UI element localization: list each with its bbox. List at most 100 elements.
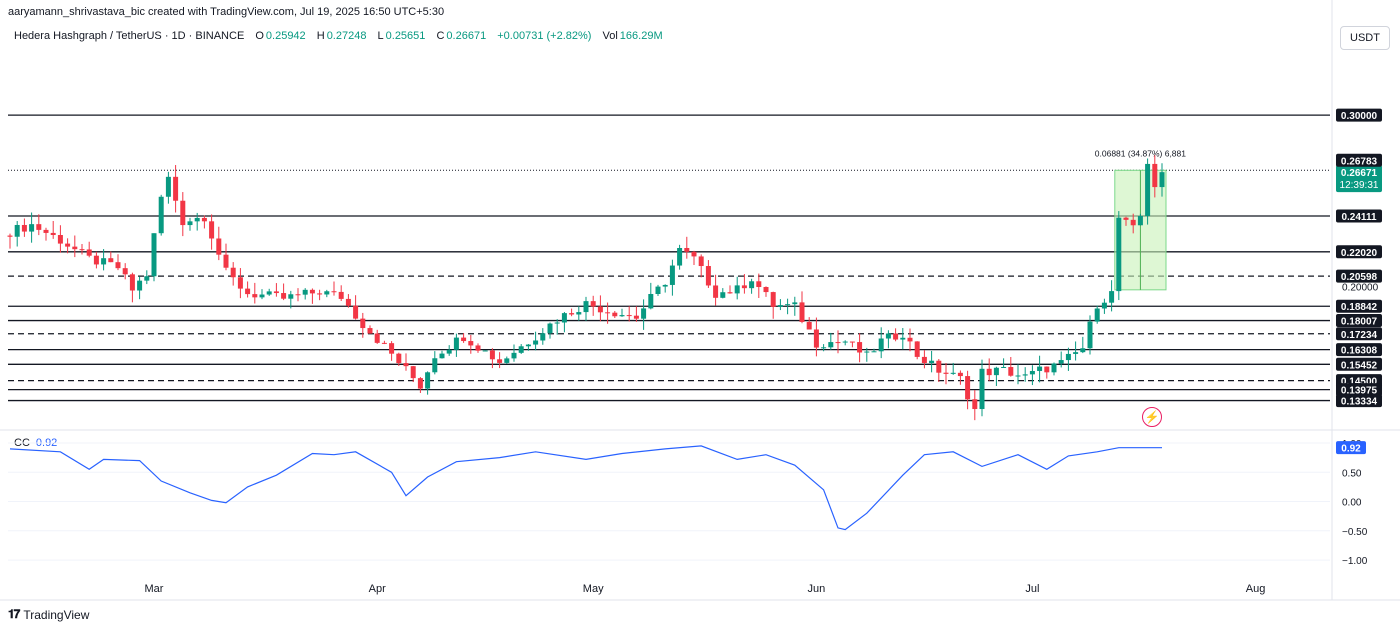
candle-body bbox=[907, 337, 913, 342]
time-tick-jun: Jun bbox=[808, 583, 826, 595]
candle-body bbox=[511, 352, 517, 359]
volume-value: 166.29M bbox=[619, 30, 663, 42]
level-label-7-bg bbox=[1336, 343, 1382, 357]
level-label-8-bg bbox=[1336, 357, 1382, 371]
candle-body bbox=[1123, 217, 1129, 220]
candle-body bbox=[43, 229, 49, 233]
axis-label-top-bg bbox=[1336, 153, 1382, 167]
candle-body bbox=[137, 280, 143, 291]
candle-body bbox=[324, 291, 330, 295]
candle-body bbox=[929, 360, 935, 364]
level-label-10-bg bbox=[1336, 383, 1382, 397]
candle-body bbox=[165, 176, 171, 197]
candle-body bbox=[65, 243, 71, 247]
candle-body bbox=[662, 284, 668, 287]
grid-layer bbox=[0, 0, 1400, 601]
high-label: H bbox=[316, 30, 325, 42]
candle-body bbox=[187, 221, 193, 226]
brand-name: TradingView bbox=[23, 607, 90, 622]
low-label: L bbox=[377, 30, 384, 42]
candle-body bbox=[633, 315, 639, 319]
candle-body bbox=[245, 288, 251, 295]
level-label-11: 0.13334 bbox=[1341, 397, 1378, 408]
indicator-name: CC bbox=[14, 437, 30, 449]
candle-body bbox=[878, 338, 884, 352]
cc-tick-4: 1.00 bbox=[1342, 439, 1362, 450]
level-label-0: 0.30000 bbox=[1341, 111, 1378, 122]
cc-tick-3: 0.50 bbox=[1342, 468, 1362, 479]
candle-body bbox=[1037, 366, 1043, 371]
tradingview-brand[interactable]: 𝟏𝟕 TradingView bbox=[8, 607, 89, 622]
candle-body bbox=[1116, 217, 1122, 292]
candle-body bbox=[86, 249, 92, 256]
candle-body bbox=[396, 353, 402, 364]
symbol-name: Hedera Hashgraph / TetherUS · 1D · BINAN… bbox=[14, 30, 245, 42]
candle-body bbox=[72, 246, 78, 250]
countdown-label: 12:39:31 bbox=[1340, 180, 1379, 191]
candle-body bbox=[1145, 163, 1151, 216]
candle-body bbox=[1058, 360, 1064, 364]
candle-body bbox=[461, 337, 467, 342]
cc-tick-2: 0.00 bbox=[1342, 498, 1362, 509]
candle-body bbox=[331, 291, 337, 293]
time-tick-apr: Apr bbox=[369, 583, 386, 595]
candle-body bbox=[129, 274, 135, 291]
candle-body bbox=[727, 292, 733, 294]
cc-last-value: 0.92 bbox=[1341, 444, 1361, 455]
candle-body bbox=[1137, 215, 1143, 226]
candle-body bbox=[957, 372, 963, 377]
candle-body bbox=[108, 258, 114, 263]
candle-body bbox=[439, 353, 445, 359]
candle-body bbox=[468, 341, 474, 346]
candle-body bbox=[295, 294, 301, 296]
candle-body bbox=[655, 286, 661, 294]
currency-button[interactable]: USDT bbox=[1340, 26, 1390, 50]
candle-body bbox=[965, 376, 971, 400]
candle-body bbox=[561, 313, 567, 323]
candle-body bbox=[1130, 219, 1136, 226]
cc-last-value-bg bbox=[1336, 441, 1366, 455]
candle-body bbox=[1109, 291, 1115, 303]
tradingview-logo-icon: 𝟏𝟕 bbox=[8, 607, 20, 621]
change-value: +0.00731 (+2.82%) bbox=[497, 30, 592, 42]
candle-body bbox=[770, 292, 776, 307]
candle-body bbox=[230, 267, 236, 278]
candle-body bbox=[223, 254, 229, 268]
symbol-legend[interactable]: Hedera Hashgraph / TetherUS · 1D · BINAN… bbox=[14, 30, 665, 42]
candle-body bbox=[432, 358, 438, 373]
candle-body bbox=[641, 308, 647, 319]
cc-pane bbox=[8, 442, 1330, 561]
candle-body bbox=[900, 337, 906, 340]
candle-body bbox=[317, 293, 323, 295]
candle-body bbox=[353, 305, 359, 319]
candle-body bbox=[576, 312, 582, 315]
candle-body bbox=[777, 305, 783, 307]
candle-body bbox=[547, 323, 553, 334]
low-value: 0.25651 bbox=[385, 30, 426, 42]
close-value: 0.26671 bbox=[446, 30, 487, 42]
candle-body bbox=[417, 378, 423, 389]
candle-body bbox=[713, 285, 719, 298]
axis-label-top: 0.26783 bbox=[1341, 156, 1378, 167]
candle-body bbox=[705, 266, 711, 286]
current-price-label: 0.26671 bbox=[1341, 168, 1378, 179]
candle-body bbox=[29, 224, 35, 232]
candle-body bbox=[237, 277, 243, 289]
indicator-value: 0.92 bbox=[35, 437, 58, 449]
candle-body bbox=[806, 321, 812, 330]
indicator-legend[interactable]: CC 0.92 bbox=[14, 437, 57, 449]
candle-body bbox=[828, 342, 834, 348]
candle-body bbox=[979, 368, 985, 410]
candle-body bbox=[993, 367, 999, 376]
candle-body bbox=[1051, 363, 1057, 373]
lightning-icon[interactable]: ⚡ bbox=[1142, 407, 1162, 427]
candle-body bbox=[691, 251, 697, 257]
level-label-6-bg bbox=[1336, 327, 1382, 341]
open-label: O bbox=[255, 30, 264, 42]
candle-body bbox=[1073, 352, 1079, 354]
level-label-5: 0.18007 bbox=[1341, 317, 1378, 328]
candle-body bbox=[14, 224, 20, 237]
candle-body bbox=[871, 351, 877, 353]
level-label-6: 0.17234 bbox=[1341, 330, 1378, 341]
